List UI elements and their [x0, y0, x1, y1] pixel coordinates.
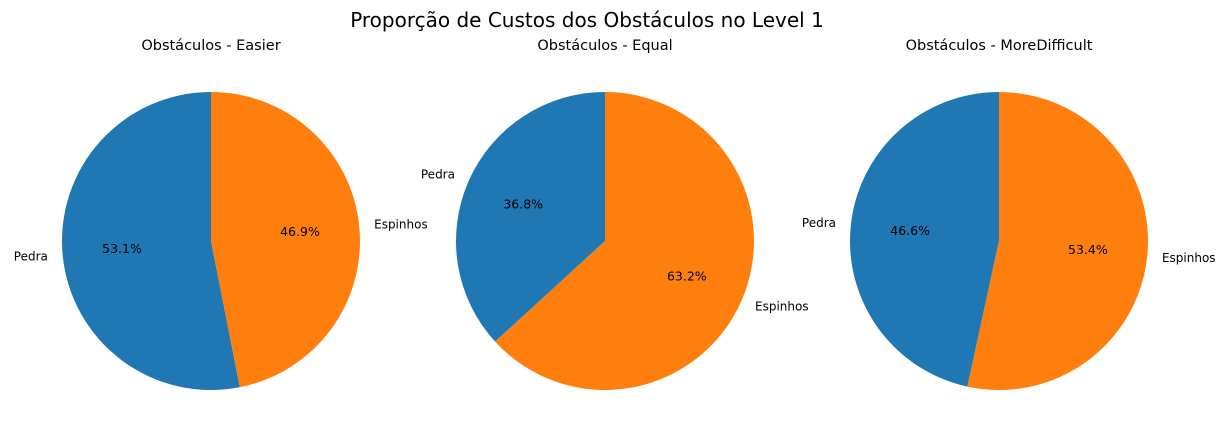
pie-percent-label: 46.6% — [890, 223, 930, 238]
pie-percent-label: 63.2% — [667, 269, 707, 284]
pie-category-label: Pedra — [421, 167, 455, 181]
pie-percent-label: 53.1% — [102, 241, 142, 256]
pie-percent-label: 46.9% — [280, 224, 320, 239]
pie-category-label: Espinhos — [755, 300, 809, 314]
pie-slice-pedra — [62, 92, 240, 390]
pie-category-label: Pedra — [14, 249, 48, 263]
pie-slice-espinhos — [495, 92, 754, 390]
pie-easier: Obstáculos - Easier 53.1% Pedra 46.9% Espinh… — [14, 38, 428, 390]
pie-percent-label: 36.8% — [503, 196, 543, 211]
pie-category-label: Espinhos — [1162, 251, 1216, 265]
pie-slice-espinhos — [967, 92, 1148, 391]
pie-title: Obstáculos - Easier — [141, 38, 280, 54]
pie-slice-espinhos — [211, 92, 361, 388]
pie-more-difficult: Obstáculos - MoreDifficult 46.6% Pedra 53.4… — [802, 38, 1216, 391]
pie-equal: Obstáculos - Equal 36.8% Pedra 63.2% Espinho… — [421, 38, 809, 390]
pie-slice-pedra — [455, 92, 605, 342]
pie-slice-pedra — [850, 92, 999, 387]
pie-percent-label: 53.4% — [1068, 242, 1108, 257]
pie-category-label: Espinhos — [374, 218, 428, 232]
figure-title: Proporção de Custos dos Obstáculos no Le… — [350, 8, 824, 32]
pie-title: Obstáculos - Equal — [537, 38, 672, 54]
pie-title: Obstáculos - MoreDifficult — [906, 38, 1093, 54]
pie-category-label: Pedra — [802, 216, 836, 230]
